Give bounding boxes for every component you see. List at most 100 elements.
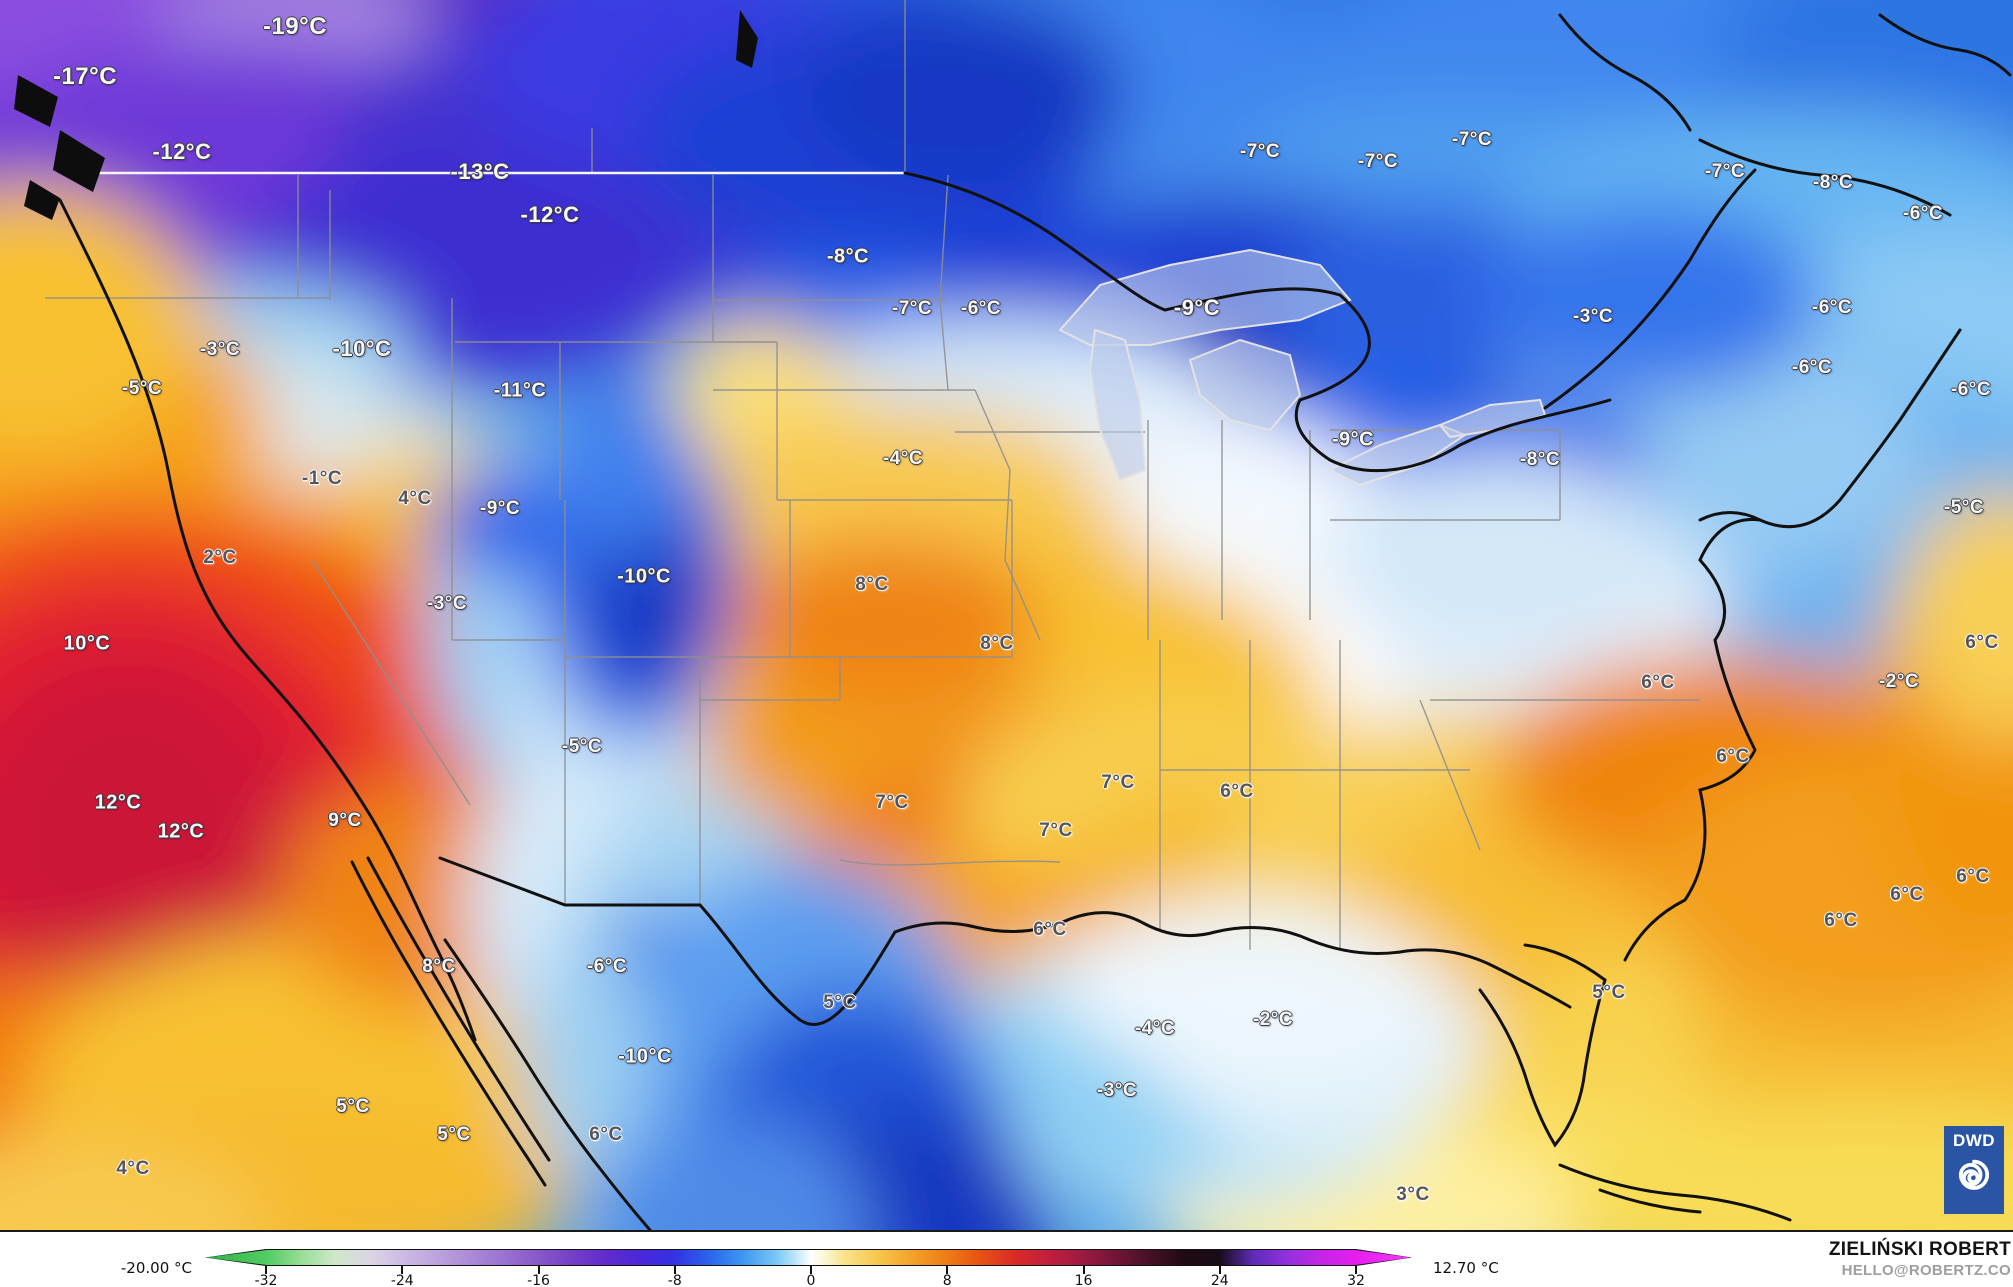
temp-label: -6°C <box>1902 203 1944 224</box>
temp-label: 9°C <box>328 810 362 831</box>
colorbar-tick-label: -8 <box>667 1273 682 1287</box>
footer: -20.00 °C -32 -24 -16 -8 0 8 16 24 32 12.70 °C Z… <box>0 1232 2013 1287</box>
colorbar-tick <box>1082 1266 1085 1274</box>
temp-label: -7°C <box>1357 151 1399 172</box>
temperature-map: -19°C -17°C -12°C -13°C -12°C -8°C -7°C -6°C -9°… <box>0 0 2013 1232</box>
temp-label: -12°C <box>520 202 580 227</box>
temp-label: 6°C <box>1220 781 1254 802</box>
temp-label: 6°C <box>589 1124 623 1145</box>
temp-label: 10°C <box>63 632 111 655</box>
temp-label: -5°C <box>1943 497 1985 518</box>
colorbar-tick <box>810 1266 812 1274</box>
temp-label: 7°C <box>875 792 909 813</box>
temp-label: -13°C <box>450 159 510 184</box>
temp-label: -6°C <box>1811 297 1853 318</box>
temp-label: -7°C <box>1451 129 1493 150</box>
temp-label: 8°C <box>855 574 889 595</box>
temp-label: 3°C <box>1396 1184 1430 1205</box>
temp-label: -19°C <box>262 13 328 40</box>
coastlines <box>58 13 2012 1230</box>
dwd-spiral-icon <box>1958 1159 1990 1190</box>
temp-label: 5°C <box>823 992 857 1013</box>
temp-label: -11°C <box>493 379 547 402</box>
temp-label: 7°C <box>1101 772 1135 793</box>
dwd-logo-text: DWD <box>1952 1131 1996 1150</box>
temp-label: 5°C <box>1592 982 1626 1003</box>
great-lakes <box>1058 248 1547 487</box>
temp-label: -7°C <box>1704 161 1746 182</box>
temp-label: 6°C <box>1890 884 1924 905</box>
temp-label: -3°C <box>1572 306 1614 327</box>
temp-label: -9°C <box>1173 295 1221 320</box>
dwd-logo: DWD <box>1944 1126 2004 1214</box>
temperature-field-graphic <box>0 0 2013 1230</box>
colorbar-tick-label: -24 <box>390 1273 414 1287</box>
temp-label: 4°C <box>116 1158 150 1179</box>
colorbar-tick <box>946 1266 949 1274</box>
temp-label: -7°C <box>1239 141 1281 162</box>
temp-label: -10°C <box>617 565 671 588</box>
temp-label: -5°C <box>121 378 163 399</box>
temperature-labels: -19°C -17°C -12°C -13°C -12°C -8°C -7°C -6°C -9°… <box>52 13 1999 1205</box>
temp-label: -8°C <box>826 245 870 268</box>
temp-label: 2°C <box>203 547 237 568</box>
colorbar-tick <box>537 1266 540 1274</box>
colorbar-tick <box>265 1266 267 1274</box>
temp-label: -8°C <box>1812 172 1854 193</box>
colorbar-tick-label: -32 <box>254 1273 278 1287</box>
temp-label: -12°C <box>152 139 212 164</box>
temp-label: -4°C <box>1134 1018 1176 1039</box>
state-borders <box>45 0 1700 950</box>
temp-label: 8°C <box>422 956 456 977</box>
colorbar-tick-label: 0 <box>806 1273 816 1287</box>
temp-label: 6°C <box>1965 632 1999 653</box>
temp-label: -9°C <box>1331 428 1375 451</box>
temp-label: -3°C <box>1096 1080 1138 1101</box>
temp-label: -10°C <box>332 336 392 361</box>
temp-label: 5°C <box>437 1124 471 1145</box>
contact-email: HELLO@ROBERTZ.CO <box>1841 1261 2011 1279</box>
temp-label: 4°C <box>398 488 432 509</box>
colorbar-tick-label: 24 <box>1210 1273 1229 1287</box>
temp-label: 8°C <box>980 633 1014 654</box>
temp-label: -6°C <box>586 956 628 977</box>
temp-label: -6°C <box>1791 357 1833 378</box>
temp-label: -6°C <box>1950 379 1992 400</box>
temp-label: -9°C <box>479 498 521 519</box>
colorbar-gradient <box>206 1250 1411 1265</box>
colorbar-max-label: 12.70 °C <box>1433 1259 1499 1277</box>
temp-label: 12°C <box>157 820 205 843</box>
temp-label: 6°C <box>1716 746 1750 767</box>
temp-label: -10°C <box>618 1045 672 1068</box>
temp-label: 6°C <box>1641 672 1675 693</box>
temp-label: -2°C <box>1252 1009 1294 1030</box>
temp-label: -4°C <box>882 448 924 469</box>
temp-label: -1°C <box>301 468 343 489</box>
temp-label: -2°C <box>1878 671 1920 692</box>
colorbar-tick <box>401 1266 404 1274</box>
colorbar-tick <box>1218 1266 1221 1274</box>
temp-label: 7°C <box>1039 820 1073 841</box>
author-name: ZIELIŃSKI ROBERT <box>1828 1239 2011 1260</box>
colorbar-tick <box>1355 1266 1357 1274</box>
temp-label: -3°C <box>199 339 241 360</box>
temp-label: -3°C <box>426 593 468 614</box>
temp-label: 6°C <box>1824 910 1858 931</box>
temp-label: 6°C <box>1956 866 1990 887</box>
temp-label: -17°C <box>52 63 118 90</box>
colorbar-tick-label: 8 <box>942 1273 952 1287</box>
temp-label: -7°C <box>891 298 933 319</box>
colorbar-tick-label: 32 <box>1347 1273 1365 1287</box>
colorbar <box>205 1249 1412 1266</box>
attribution: ZIELIŃSKI ROBERT HELLO@ROBERTZ.CO <box>1829 1238 2011 1281</box>
temp-label: -5°C <box>561 736 603 757</box>
temp-label: 6°C <box>1033 919 1067 940</box>
colorbar-tick <box>673 1266 676 1274</box>
colorbar-tick-label: -16 <box>527 1273 550 1287</box>
colorbar-tick-label: 16 <box>1074 1273 1093 1287</box>
colorbar-min-label: -20.00 °C <box>120 1259 192 1277</box>
temp-label: 5°C <box>336 1096 370 1117</box>
temp-label: -8°C <box>1519 449 1561 470</box>
coastal-islands <box>14 10 758 220</box>
